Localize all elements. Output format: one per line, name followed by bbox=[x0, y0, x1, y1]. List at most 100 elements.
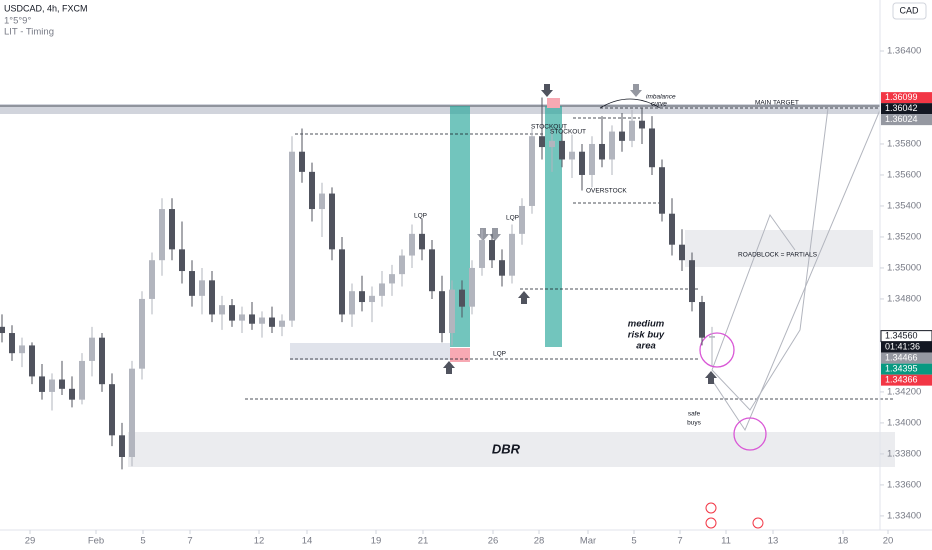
candle-body bbox=[209, 280, 215, 315]
candle-body bbox=[59, 379, 65, 389]
annotation: risk buy bbox=[628, 330, 665, 341]
x-tick-label: 28 bbox=[534, 536, 545, 547]
candle-body bbox=[599, 143, 605, 160]
annotation: ROADBLOCK = PARTIALS bbox=[738, 252, 818, 259]
candle-body bbox=[489, 240, 495, 261]
y-tick-label: 1.34200 bbox=[887, 386, 921, 397]
candle-body bbox=[299, 151, 305, 172]
arrows bbox=[443, 84, 717, 384]
indicator: LIT - Timing bbox=[4, 27, 54, 38]
y-tick-label: 1.34000 bbox=[887, 417, 921, 428]
x-tick-label: 19 bbox=[371, 536, 382, 547]
candle-body bbox=[379, 283, 385, 296]
candle-body bbox=[99, 337, 105, 385]
candle-body bbox=[389, 274, 395, 284]
candle-body bbox=[509, 233, 515, 276]
candle-body bbox=[439, 291, 445, 334]
candle-body bbox=[89, 337, 95, 361]
candle-body bbox=[129, 368, 135, 458]
currency[interactable]: CAD bbox=[899, 5, 919, 15]
candle-body bbox=[269, 317, 275, 327]
candle-body bbox=[639, 120, 645, 129]
candle-body bbox=[619, 131, 625, 141]
annotation: medium bbox=[628, 319, 665, 330]
currency-button[interactable] bbox=[892, 2, 927, 20]
candle-body bbox=[699, 302, 705, 338]
x-tick-label: 7 bbox=[187, 536, 192, 547]
candle-body bbox=[579, 151, 585, 175]
candle-body bbox=[329, 193, 335, 250]
candle-body bbox=[69, 388, 75, 400]
candle-body bbox=[539, 136, 545, 148]
candle-body bbox=[79, 360, 85, 400]
candle-body bbox=[519, 205, 525, 234]
annotation: OVERSTOCK bbox=[586, 188, 627, 195]
candle-body bbox=[169, 209, 175, 250]
candle-body bbox=[9, 333, 15, 354]
candle-body bbox=[29, 345, 35, 377]
circle bbox=[699, 332, 735, 368]
candle-body bbox=[609, 131, 615, 160]
demand-zone bbox=[290, 343, 450, 360]
candle-body bbox=[709, 336, 715, 338]
annotation: STOCKOUT bbox=[550, 129, 586, 136]
x-tick-label: 14 bbox=[302, 536, 313, 547]
annotation: MAIN TARGET bbox=[755, 100, 799, 107]
x-tick-label: 21 bbox=[418, 536, 429, 547]
candle-body bbox=[359, 291, 365, 303]
levels bbox=[245, 107, 895, 400]
candle-body bbox=[259, 317, 265, 324]
circle bbox=[733, 417, 767, 451]
x-tick-label: 7 bbox=[677, 536, 682, 547]
candle-body bbox=[399, 255, 405, 275]
countdown: 01:41:36 bbox=[885, 342, 920, 352]
candle-body bbox=[429, 249, 435, 292]
candle-body bbox=[549, 140, 555, 148]
candle-body bbox=[319, 193, 325, 210]
x-tick-label: 20 bbox=[883, 536, 894, 547]
candle-body bbox=[279, 320, 285, 327]
y-tick-label: 1.33600 bbox=[887, 479, 921, 490]
candle-body bbox=[589, 143, 595, 175]
x-tick-label: 18 bbox=[838, 536, 849, 547]
candle-body bbox=[679, 244, 685, 261]
x-tick-label: 13 bbox=[768, 536, 779, 547]
y-tick-label: 1.35800 bbox=[887, 138, 921, 149]
candle-body bbox=[229, 305, 235, 321]
annotation: safe bbox=[688, 411, 701, 418]
price-label: 1.34560 bbox=[885, 331, 918, 341]
candle-body bbox=[449, 289, 455, 334]
y-tick-label: 1.33400 bbox=[887, 510, 921, 521]
x-tick-label: 5 bbox=[140, 536, 145, 547]
candle-body bbox=[469, 267, 475, 307]
annotation: LQP bbox=[414, 213, 427, 220]
price-label: 1.36042 bbox=[885, 103, 918, 113]
candle-body bbox=[419, 233, 425, 250]
x-tick-label: 5 bbox=[631, 536, 636, 547]
candle-body bbox=[149, 260, 155, 299]
price-label-bg bbox=[881, 363, 932, 375]
pink-zone bbox=[450, 348, 470, 362]
candle-body bbox=[39, 376, 45, 392]
price-label-bg bbox=[881, 374, 932, 386]
candle-body bbox=[189, 271, 195, 296]
price-label: 1.34366 bbox=[885, 375, 918, 385]
candle-body bbox=[0, 326, 5, 334]
event-icons bbox=[705, 502, 764, 529]
price-label-bg bbox=[881, 114, 932, 126]
annotation: curve bbox=[651, 101, 667, 108]
y-tick-label: 1.35400 bbox=[887, 200, 921, 211]
candle-body bbox=[159, 209, 165, 261]
annotation: LQP bbox=[506, 215, 519, 222]
candle-body bbox=[569, 151, 575, 160]
annotation: area bbox=[636, 341, 656, 352]
annotation: STOCKOUT bbox=[531, 124, 567, 131]
y-tick-label: 1.34800 bbox=[887, 293, 921, 304]
candle-body bbox=[339, 249, 345, 315]
candle-body bbox=[249, 314, 255, 324]
pink-zone bbox=[547, 98, 560, 108]
price-label: 1.34466 bbox=[885, 353, 918, 363]
candle-body bbox=[199, 280, 205, 296]
candle-body bbox=[649, 128, 655, 168]
